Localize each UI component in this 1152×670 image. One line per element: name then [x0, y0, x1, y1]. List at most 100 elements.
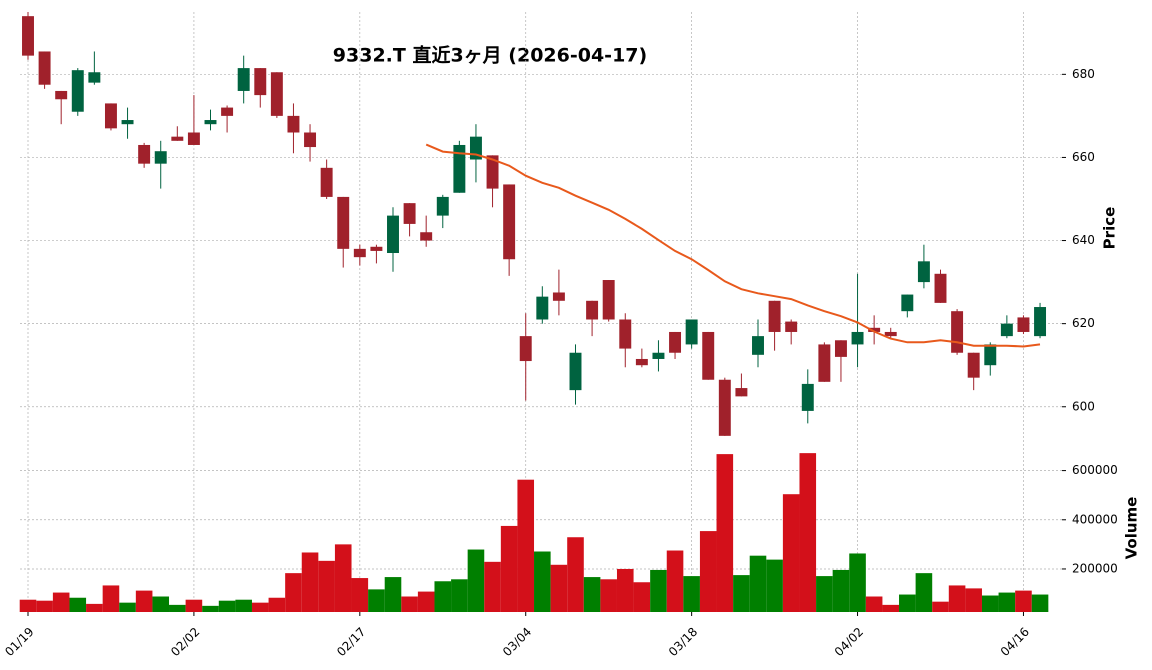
- candle-body: [901, 294, 914, 312]
- volume-bar: [251, 602, 269, 612]
- candle-body: [868, 327, 881, 332]
- candle-body: [88, 72, 101, 83]
- candle-body: [917, 261, 930, 283]
- volume-bar: [832, 569, 850, 612]
- volume-bar: [583, 577, 601, 612]
- candle-body: [486, 155, 499, 189]
- volume-bar: [235, 599, 252, 612]
- volume-bar: [733, 575, 750, 612]
- y-axis-label: Price: [1101, 207, 1119, 250]
- candle-body: [403, 203, 416, 224]
- candle-body: [536, 296, 549, 320]
- volume-bar: [218, 600, 236, 612]
- candle-body: [204, 120, 217, 125]
- volume-bar: [699, 531, 717, 612]
- volume-bar: [998, 592, 1016, 612]
- volume-bar: [36, 600, 53, 612]
- candle-body: [420, 232, 433, 241]
- volume-bar: [1015, 590, 1032, 612]
- volume-bar: [782, 494, 800, 612]
- volume-bar: [749, 555, 767, 612]
- volume-bar: [849, 553, 866, 612]
- volume-bar: [86, 603, 103, 612]
- volume-bar: [135, 590, 153, 612]
- candle-body: [337, 196, 350, 249]
- volume-bar: [69, 597, 87, 612]
- candle-body: [735, 388, 748, 397]
- volume-bar: [268, 597, 286, 612]
- candle-body: [237, 68, 250, 91]
- candle-body: [436, 196, 449, 216]
- volume-bar: [716, 454, 734, 612]
- x-tick-label: 01/19: [2, 625, 36, 659]
- volume-bar: [185, 599, 203, 612]
- candle-body: [1034, 307, 1047, 337]
- candle-body: [801, 383, 814, 411]
- candle-body: [353, 248, 366, 258]
- candle-body: [1000, 323, 1013, 337]
- volume-bar: [368, 589, 385, 612]
- candle-body: [22, 16, 34, 56]
- volume-bar: [766, 559, 783, 612]
- candle-body: [320, 167, 333, 197]
- candle-body: [519, 336, 532, 362]
- y-tick-label: 640: [1072, 233, 1095, 247]
- volume-bar: [666, 550, 684, 612]
- volume-bar: [417, 591, 435, 612]
- y-tick-label: 660: [1072, 150, 1095, 164]
- volume-tick-label: 600000: [1072, 463, 1118, 477]
- volume-bar: [650, 569, 667, 612]
- candle-body: [38, 51, 51, 85]
- volume-bar: [1031, 594, 1049, 612]
- volume-bar: [434, 581, 452, 612]
- candle-body: [370, 246, 383, 251]
- volume-bar: [467, 549, 485, 612]
- volume-bar: [351, 578, 369, 612]
- candle-body: [304, 132, 317, 148]
- candle-body: [1017, 317, 1030, 332]
- candle-body: [685, 319, 698, 345]
- volume-bar: [550, 564, 568, 612]
- candle-body: [951, 311, 964, 353]
- candle-body: [71, 70, 84, 112]
- volume-bar: [301, 552, 319, 612]
- volume-bar: [600, 579, 617, 612]
- candle-body: [453, 144, 466, 193]
- volume-bar: [484, 561, 501, 612]
- candle-body: [718, 379, 731, 436]
- volume-bar: [534, 551, 551, 612]
- volume-bar: [318, 560, 335, 612]
- candle-body: [702, 331, 715, 380]
- volume-bar: [915, 573, 933, 612]
- candle-body: [387, 215, 399, 254]
- candle-body: [121, 120, 134, 125]
- candle-body: [652, 352, 665, 359]
- candle-body: [984, 344, 997, 366]
- candle-body: [569, 352, 582, 391]
- candle-body: [834, 340, 847, 357]
- volume-bar: [882, 604, 900, 612]
- candle-body: [602, 280, 615, 320]
- volume-axis-label: Volume: [1123, 497, 1141, 560]
- candle-body: [254, 68, 267, 96]
- y-tick-label: 680: [1072, 67, 1095, 81]
- volume-bar: [816, 576, 833, 612]
- volume-bar: [567, 537, 584, 612]
- candle-body: [552, 292, 565, 301]
- volume-bar: [102, 585, 120, 612]
- candle-body: [669, 331, 682, 353]
- volume-bar: [451, 579, 468, 612]
- volume-tick-label: 200000: [1072, 561, 1118, 575]
- candle-body: [287, 115, 300, 133]
- candle-body: [586, 300, 599, 320]
- moving-average-line: [425, 143, 1041, 348]
- volume-bar: [683, 576, 700, 612]
- volume-bar: [19, 599, 37, 612]
- candle-body: [154, 151, 167, 164]
- volume-bar: [899, 594, 916, 612]
- x-tick-label: 03/18: [666, 625, 700, 659]
- volume-bar: [517, 479, 535, 612]
- volume-bar: [965, 588, 982, 612]
- candle-body: [270, 72, 283, 116]
